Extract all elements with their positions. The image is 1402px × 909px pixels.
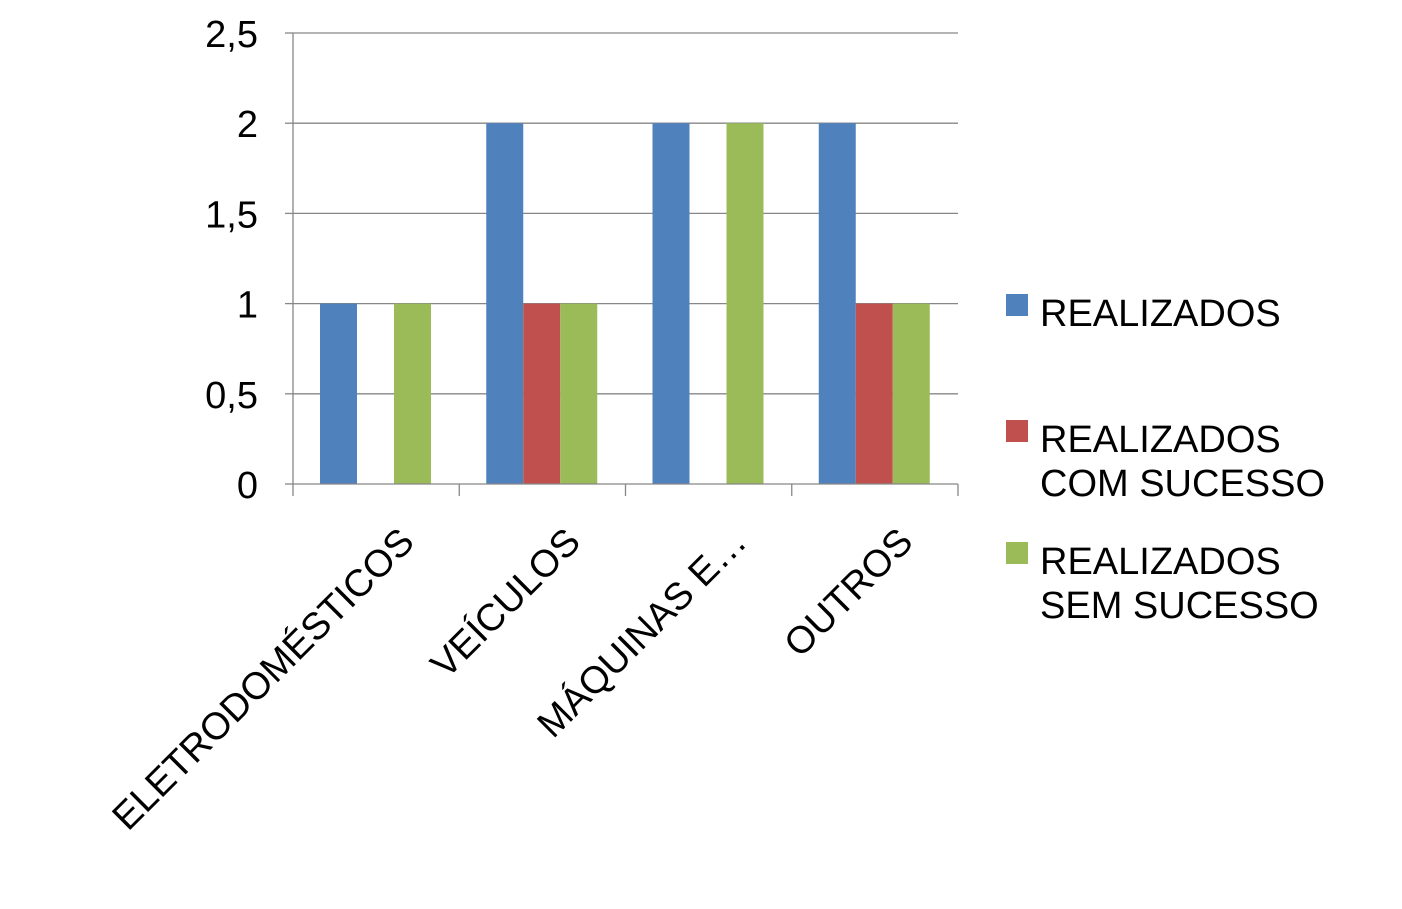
bar bbox=[652, 123, 690, 484]
y-tick-label: 0 bbox=[237, 465, 258, 507]
x-tick-label: OUTROS bbox=[777, 521, 922, 666]
y-tick-label: 0,5 bbox=[205, 375, 258, 417]
x-tick-label: VEÍCULOS bbox=[422, 520, 588, 686]
legend-label: REALIZADOS bbox=[1040, 293, 1281, 335]
legend-swatch bbox=[1006, 542, 1028, 564]
legend-swatch bbox=[1006, 420, 1028, 442]
bar bbox=[523, 303, 561, 484]
y-tick-label: 2 bbox=[237, 104, 258, 146]
legend-swatch bbox=[1006, 294, 1028, 316]
y-tick-label: 1 bbox=[237, 285, 258, 327]
bar bbox=[892, 303, 930, 484]
bar bbox=[394, 303, 431, 484]
x-tick-label: ELETRODOMÉSTICOS bbox=[104, 520, 423, 839]
bar bbox=[486, 123, 524, 484]
bar bbox=[560, 303, 598, 484]
y-tick-label: 2,5 bbox=[205, 14, 258, 56]
legend-label: COM SUCESSO bbox=[1040, 463, 1325, 505]
bar bbox=[818, 123, 856, 484]
bar bbox=[855, 303, 893, 484]
bar bbox=[726, 123, 764, 484]
y-tick-labels: 0 0,5 1 1,5 2 2,5 bbox=[205, 14, 258, 507]
bars bbox=[320, 123, 930, 484]
legend-label: REALIZADOS bbox=[1040, 419, 1281, 461]
y-tick-label: 1,5 bbox=[205, 194, 258, 236]
axes bbox=[285, 32, 959, 496]
bar bbox=[320, 303, 357, 484]
legend-label: SEM SUCESSO bbox=[1040, 585, 1319, 627]
legend-label: REALIZADOS bbox=[1040, 541, 1281, 583]
